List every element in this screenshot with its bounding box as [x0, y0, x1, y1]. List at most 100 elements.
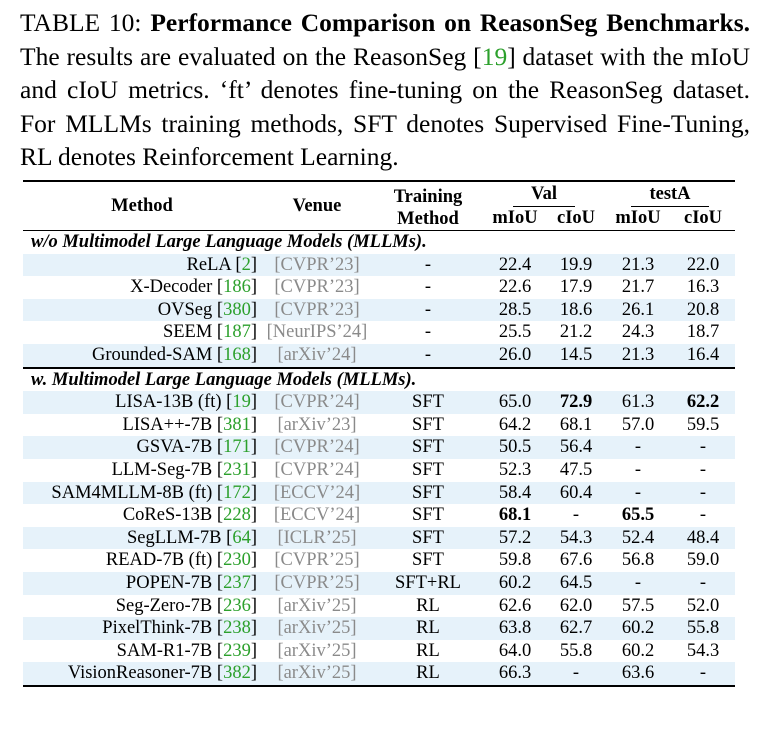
test-miou-cell: - [605, 571, 671, 595]
venue-cell: [CVPR’25] [274, 550, 360, 571]
test-miou-cell: 65.5 [621, 505, 655, 526]
test-miou-cell: - [605, 481, 671, 505]
val-ciou-cell: 64.5 [547, 571, 605, 595]
val-ciou-cell: 62.7 [547, 617, 605, 640]
citation-link[interactable]: 168 [223, 344, 251, 365]
citation-link[interactable]: 236 [223, 595, 251, 616]
method-name: GSVA-7B [136, 437, 213, 458]
test-ciou-cell: 16.4 [671, 343, 735, 368]
citation-link[interactable]: 2 [241, 254, 251, 275]
test-miou-cell: 60.2 [605, 617, 671, 640]
method-cell: VisionReasoner-7B [382] [23, 662, 261, 687]
val-ciou-cell: 55.8 [559, 640, 593, 661]
train-cell: SFT [412, 505, 444, 526]
header-training-line1: Training [393, 187, 463, 207]
venue-cell: [CVPR’25] [261, 571, 373, 595]
val-miou-cell: 63.8 [483, 617, 547, 640]
val-ciou-cell: 72.9 [547, 391, 605, 414]
method-cell: SegLLM-7B [64] [23, 526, 261, 550]
test-miou-cell: 52.4 [605, 526, 671, 550]
test-ciou-cell: - [671, 571, 735, 595]
caption-title: Performance Comparison on ReasonSeg Benc… [150, 8, 751, 37]
method-cell: ReLA [2] [23, 253, 261, 277]
method-name: ReLA [186, 254, 231, 275]
method-cell: SAM-R1-7B [239] [116, 640, 257, 661]
caption-cite[interactable]: 19 [481, 41, 508, 71]
test-ciou-cell: 62.2 [671, 391, 735, 414]
header-method: Method [23, 180, 261, 231]
val-miou-cell: 22.4 [483, 253, 547, 277]
val-ciou-cell: 14.5 [547, 343, 605, 368]
val-miou-cell: 62.6 [498, 595, 532, 616]
test-miou-cell: 21.7 [621, 277, 655, 298]
train-cell: SFT [412, 459, 444, 480]
citation-link[interactable]: 228 [223, 505, 251, 526]
header-testa-label: testA [631, 182, 709, 208]
citation-link[interactable]: 231 [223, 459, 251, 480]
method-cell: PixelThink-7B [238] [23, 617, 261, 640]
section-header: w/o Multimodel Large Language Models (ML… [23, 229, 735, 254]
table-row: LISA++-7B [381] [arXiv’23] SFT 64.2 68.1 57.0… [23, 414, 735, 437]
method-cell: POPEN-7B [237] [23, 571, 261, 595]
method-name: Grounded-SAM [92, 344, 213, 365]
method-name: Seg-Zero-7B [115, 595, 213, 616]
val-ciou-cell: 47.5 [559, 459, 593, 480]
venue-cell: [ECCV’24] [261, 481, 373, 505]
table-row: SAM-R1-7B [239] [arXiv’25] RL 64.0 55.8 60.2 5… [23, 640, 735, 663]
method-cell: CoReS-13B [228] [122, 505, 257, 526]
train-cell: SFT [412, 550, 444, 571]
test-ciou-cell: 59.0 [686, 550, 720, 571]
train-cell: RL [416, 595, 440, 616]
citation-link[interactable]: 238 [223, 618, 251, 639]
val-ciou-cell: 54.3 [547, 526, 605, 550]
caption-text-2: ] dataset with the mIoU and cIoU metrics… [20, 41, 750, 172]
citation-link[interactable]: 19 [232, 392, 251, 413]
header-training: Training Method [373, 180, 483, 231]
citation-link[interactable]: 171 [223, 437, 251, 458]
citation-link[interactable]: 230 [223, 550, 251, 571]
citation-link[interactable]: 239 [223, 640, 251, 661]
citation-link[interactable]: 382 [223, 663, 251, 684]
results-table: Method Venue Training Method Val testA mI… [23, 179, 735, 687]
train-cell: - [424, 277, 432, 298]
method-cell: Grounded-SAM [168] [23, 343, 261, 368]
citation-link[interactable]: 172 [223, 482, 251, 503]
method-cell: SEEM [187] [162, 322, 257, 343]
test-miou-cell: - [605, 436, 671, 459]
section-title: w. Multimodel Large Language Models (MLL… [23, 366, 735, 392]
citation-link[interactable]: 64 [232, 527, 251, 548]
method-cell: READ-7B (ft) [230] [105, 550, 257, 571]
table-row: X-Decoder [186] [CVPR’23] - 22.6 17.9 21.7 16.… [23, 276, 735, 299]
citation-link[interactable]: 381 [223, 414, 251, 435]
header-test-ciou: cIoU [683, 208, 723, 229]
section-header: w. Multimodel Large Language Models (MLL… [23, 366, 735, 392]
citation-link[interactable]: 186 [223, 277, 251, 298]
test-miou-cell: 63.6 [605, 662, 671, 687]
test-miou-cell: 61.3 [605, 391, 671, 414]
test-ciou-cell: 20.8 [671, 298, 735, 322]
test-ciou-cell: - [699, 459, 707, 480]
method-cell: LLM-Seg-7B [231] [111, 459, 257, 480]
test-ciou-cell: 22.0 [671, 253, 735, 277]
venue-cell: [CVPR’24] [261, 391, 373, 414]
table-row: ReLA [2] [CVPR’23] -22.4 19.9 21.3 22.0 [23, 253, 735, 277]
venue-cell: [NeurIPS’24] [266, 322, 368, 343]
val-miou-cell: 50.5 [483, 436, 547, 459]
table-row: LLM-Seg-7B [231] [CVPR’24] SFT 52.3 47.5 - - [23, 459, 735, 482]
header-testa: testA [605, 179, 735, 208]
test-ciou-cell: 52.0 [686, 595, 720, 616]
venue-cell: [arXiv’25] [277, 640, 357, 661]
val-ciou-cell: 18.6 [547, 298, 605, 322]
caption-label: TABLE 10: [20, 8, 142, 37]
table-row: CoReS-13B [228] [ECCV’24] SFT 68.1 - 65.5 - [23, 504, 735, 527]
val-ciou-cell: 56.4 [547, 436, 605, 459]
section-title: w/o Multimodel Large Language Models (ML… [23, 229, 735, 254]
citation-link[interactable]: 380 [223, 299, 251, 320]
train-cell: SFT [373, 526, 483, 550]
venue-cell: [arXiv’25] [261, 662, 373, 687]
train-cell: SFT [373, 436, 483, 459]
citation-link[interactable]: 187 [223, 322, 251, 343]
citation-link[interactable]: 237 [223, 572, 251, 593]
train-cell: SFT+RL [373, 571, 483, 595]
val-miou-cell: 59.8 [498, 550, 532, 571]
